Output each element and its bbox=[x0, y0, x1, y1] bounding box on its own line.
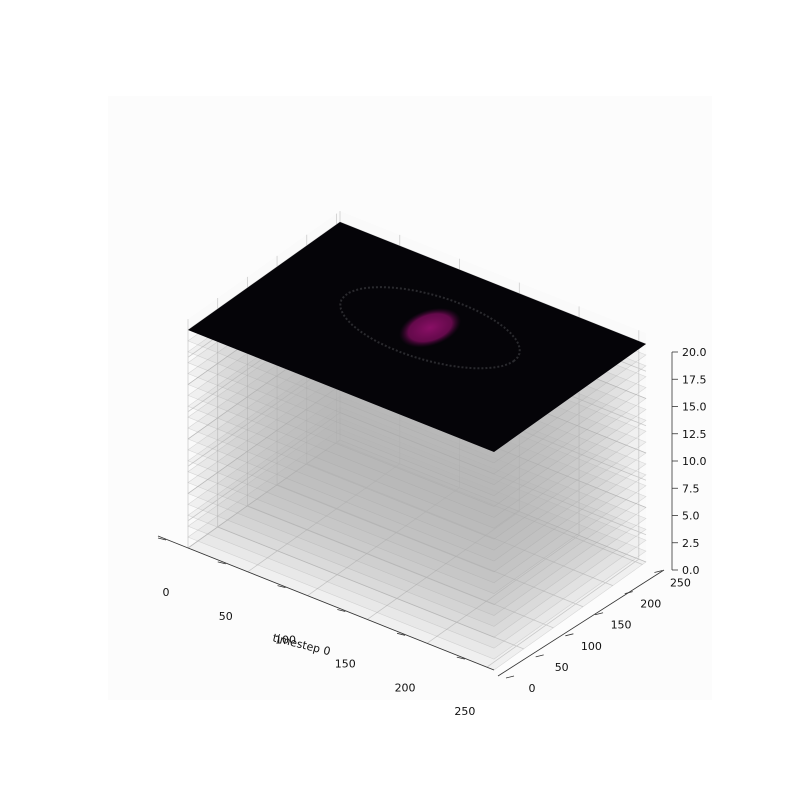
y-tick-label: 250 bbox=[670, 577, 691, 590]
y-tick-mark bbox=[594, 612, 604, 616]
z-tick-label: 10.0 bbox=[682, 455, 707, 468]
y-tick-mark bbox=[505, 675, 515, 679]
layer-stack bbox=[187, 222, 647, 671]
ghost-layer bbox=[187, 374, 647, 605]
ghost-layer bbox=[187, 428, 647, 660]
x-tick-label: 50 bbox=[219, 610, 233, 623]
ghost-layer bbox=[187, 352, 647, 584]
y-tick-label: 200 bbox=[640, 598, 661, 611]
left-grid-line-z bbox=[187, 439, 341, 549]
z-tick-label: 7.5 bbox=[682, 482, 700, 495]
highlight-spot bbox=[399, 307, 462, 348]
ghost-layer bbox=[187, 341, 647, 573]
z-tick-label: 15.0 bbox=[682, 401, 707, 414]
x-tick-mark bbox=[217, 561, 226, 565]
x-tick-mark bbox=[337, 609, 346, 612]
y-tick-label: 150 bbox=[611, 619, 632, 632]
x-tick-mark bbox=[277, 585, 286, 589]
back-grid-line-z bbox=[339, 412, 647, 536]
ghost-layer bbox=[187, 385, 647, 616]
back-grid-line-z bbox=[339, 439, 647, 563]
y-tick-label: 50 bbox=[555, 661, 569, 674]
x-axis-line bbox=[157, 535, 495, 671]
ghost-layer bbox=[187, 406, 647, 638]
ghost-layer bbox=[187, 396, 647, 627]
floor-grid-line-y bbox=[306, 463, 613, 586]
floor-grid-line-x bbox=[426, 534, 580, 644]
ring-artifact bbox=[339, 286, 521, 370]
left-grid-line-z bbox=[187, 385, 341, 494]
floor-grid-line-x bbox=[307, 487, 460, 596]
floor-grid-line-y bbox=[247, 505, 554, 629]
y-tick-label: 0 bbox=[529, 682, 536, 695]
floor-grid-line-x bbox=[367, 511, 520, 620]
x-tick-mark bbox=[157, 537, 167, 541]
z-tick-label: 12.5 bbox=[682, 428, 707, 441]
y-axis-line bbox=[497, 569, 665, 677]
tick-labels: 0501001502002500501001502002500.02.55.07… bbox=[163, 346, 707, 718]
y-tick-mark bbox=[624, 591, 633, 595]
x-tick-mark bbox=[396, 632, 406, 636]
z-tick-label: 5.0 bbox=[682, 510, 700, 523]
y-tick-label: 100 bbox=[581, 640, 602, 653]
floor-grid-line-y bbox=[276, 484, 584, 608]
left-grid-line-z bbox=[187, 412, 341, 522]
y-tick-mark bbox=[654, 570, 663, 573]
ghost-layer bbox=[187, 363, 647, 595]
y-tick-mark bbox=[535, 654, 544, 658]
z-tick-label: 17.5 bbox=[682, 373, 707, 386]
floor-grid-line-y bbox=[217, 526, 524, 650]
floor-grid-line-x bbox=[486, 558, 640, 668]
floor-grid-line-x bbox=[247, 463, 400, 573]
z-tick-label: 2.5 bbox=[682, 537, 700, 550]
floor-grid-line-y bbox=[336, 442, 643, 565]
z-tick-label: 20.0 bbox=[682, 346, 707, 359]
x-tick-label: 0 bbox=[163, 586, 170, 599]
z-tick-label: 0.0 bbox=[682, 564, 700, 577]
x-tick-mark bbox=[456, 656, 465, 660]
ghost-layer bbox=[187, 417, 647, 649]
pane-floor bbox=[188, 440, 646, 670]
axes-lines bbox=[157, 351, 678, 679]
x-tick-label: 250 bbox=[454, 705, 475, 718]
x-tick-label: 150 bbox=[335, 657, 356, 670]
y-tick-mark bbox=[565, 633, 574, 637]
x-tick-label: 200 bbox=[395, 681, 416, 694]
x-tick-label: 100 bbox=[275, 634, 296, 647]
